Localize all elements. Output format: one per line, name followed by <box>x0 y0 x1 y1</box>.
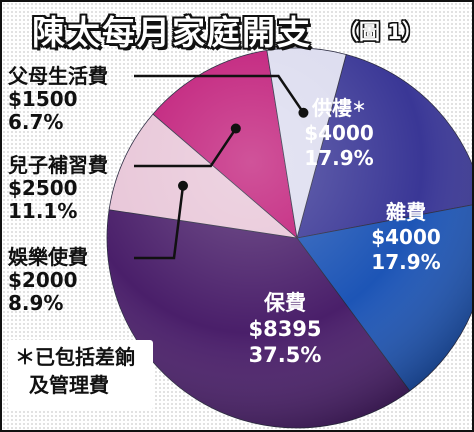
slice-percent: 6.7% <box>8 110 64 134</box>
slice-label-mortgage: 供樓＊ $4000 17.9% <box>304 96 374 171</box>
slice-label-insurance: 保費 $8395 37.5% <box>248 290 321 368</box>
leader-line <box>134 127 237 168</box>
leader-dot <box>230 123 241 134</box>
slice-label-misc: 雜費 $4000 17.9% <box>371 200 441 275</box>
leader-line <box>134 185 185 260</box>
slice-percent: 17.9% <box>304 146 374 170</box>
slice-name: 父母生活費 <box>8 64 108 88</box>
slice-percent: 17.9% <box>371 250 441 274</box>
leader-dot <box>298 107 309 118</box>
footnote-line-1: ＊已包括差餉 <box>15 345 135 369</box>
slice-label-tutoring: 兒子補習費 $2500 11.1% <box>8 154 108 223</box>
slice-label-entertainment: 娛樂使費 $2000 8.9% <box>8 246 88 315</box>
slice-value: $2000 <box>8 268 78 292</box>
slice-value: $2500 <box>8 176 78 200</box>
slice-name: 兒子補習費 <box>8 153 108 177</box>
slice-percent: 8.9% <box>8 291 64 315</box>
chart-title: 陳太每月家庭開支 <box>32 13 312 52</box>
slice-value: $8395 <box>248 317 322 341</box>
slice-name: 娛樂使費 <box>8 245 88 269</box>
footnote-line-2: 及管理費 <box>29 373 109 397</box>
slice-name-row: 供樓＊ <box>304 96 374 121</box>
chart-subtitle: （圖 1） <box>338 20 423 44</box>
slice-name: 雜費 <box>386 200 426 224</box>
slice-value: $1500 <box>8 87 78 111</box>
footnote-box: ＊已包括差餉 及管理費 <box>8 340 153 410</box>
leader-line <box>134 74 305 114</box>
footnote-marker: ＊ <box>352 100 366 116</box>
slice-value: $4000 <box>304 121 374 145</box>
slice-name: 保費 <box>264 291 306 315</box>
slice-label-parents: 父母生活費 $1500 6.7% <box>8 65 108 134</box>
slice-value: $4000 <box>371 225 441 249</box>
slice-percent: 37.5% <box>248 343 322 367</box>
leader-dot <box>178 180 189 191</box>
slice-percent: 11.1% <box>8 199 78 223</box>
slice-name: 供樓 <box>312 96 352 120</box>
